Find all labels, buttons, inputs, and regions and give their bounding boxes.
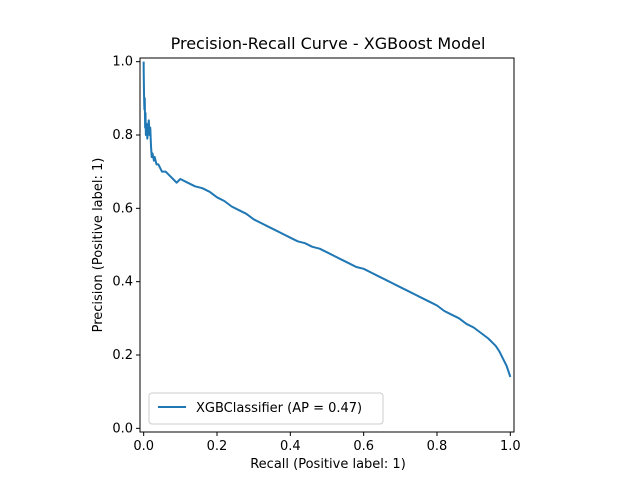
x-tick-label: 0.0 — [133, 439, 154, 454]
x-tick-label: 0.2 — [207, 439, 228, 454]
y-axis-label: Precision (Positive label: 1) — [91, 158, 106, 333]
legend-box — [148, 392, 384, 425]
x-axis-label: Recall (Positive label: 1) — [250, 457, 406, 472]
y-tick-label: 0.0 — [112, 421, 133, 436]
y-tick-label: 0.6 — [112, 201, 133, 216]
x-tick-label: 1.0 — [500, 439, 521, 454]
plot-background — [140, 58, 514, 432]
y-tick-label: 0.4 — [112, 275, 133, 290]
y-tick-label: 0.2 — [112, 348, 133, 363]
legend: XGBClassifier (AP = 0.47) — [148, 392, 384, 425]
x-axis-ticks: 0.0 0.2 0.4 0.6 0.8 1.0 — [133, 432, 521, 454]
legend-label: XGBClassifier (AP = 0.47) — [196, 401, 362, 416]
plot-frame — [139, 57, 515, 433]
pr-curve-line — [142, 61, 512, 378]
plot-area — [139, 57, 515, 433]
x-tick-label: 0.8 — [427, 439, 448, 454]
y-tick-label: 1.0 — [112, 55, 133, 70]
y-tick-label: 0.8 — [112, 128, 133, 143]
chart-title: Precision-Recall Curve - XGBoost Model — [171, 34, 486, 53]
x-tick-label: 0.6 — [353, 439, 374, 454]
series-layer — [142, 61, 512, 378]
y-axis-ticks: 0.0 0.2 0.4 0.6 0.8 1.0 — [112, 55, 140, 436]
x-tick-label: 0.4 — [280, 439, 301, 454]
